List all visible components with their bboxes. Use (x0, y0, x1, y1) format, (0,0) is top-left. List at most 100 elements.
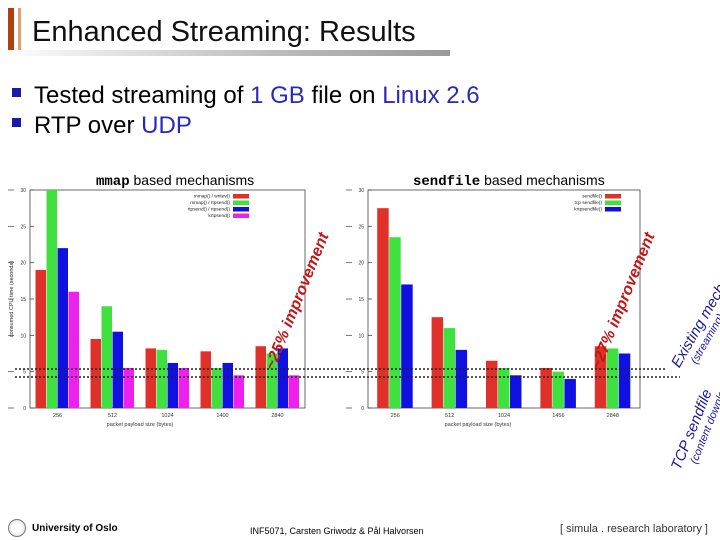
mmap-bar-chart: 0 5 10 15 20 25 30 consumed CPU time (seconds) 2… (8, 188, 306, 428)
chart-title-mono: mmap (96, 174, 130, 190)
chart-title-mono: sendfile (413, 174, 481, 190)
mmap-chart-title: mmap based mechanisms (96, 172, 254, 190)
bar (277, 348, 288, 408)
x-tick-label: 256 (391, 413, 400, 419)
bar (564, 378, 576, 408)
bar (389, 237, 401, 408)
title-accent-bar-thin (18, 8, 21, 52)
x-tick-label: 1400 (216, 413, 228, 419)
bar (443, 328, 456, 408)
bullet-list: Tested streaming of 1 GB file on Linux 2… (12, 82, 480, 142)
bullet-highlight: UDP (141, 112, 192, 139)
bar (35, 269, 46, 408)
footer-university: University of Oslo (32, 523, 118, 534)
sendfile-chart-title: sendfile based mechanisms (413, 172, 605, 190)
y-tick-label: 20 (20, 261, 26, 267)
x-tick-label: 512 (445, 413, 454, 419)
bullet-marker-icon (12, 118, 21, 127)
legend-swatch (233, 194, 249, 199)
y-tick-label: 0 (23, 406, 26, 412)
legend-swatch (233, 207, 249, 212)
slide-title-bar: Enhanced Streaming: Results (0, 0, 720, 60)
y-tick-label: 25 (358, 224, 364, 230)
reference-lines (15, 368, 680, 378)
y-tick-label: 15 (20, 297, 26, 303)
bar (431, 317, 444, 408)
x-tick-label: 512 (108, 413, 117, 419)
bar (233, 375, 244, 408)
x-axis-label: packet payload size (bytes) (107, 422, 174, 428)
bar (90, 338, 101, 408)
existing-mechanism-label: Existing mechanism (streaming) (668, 246, 720, 371)
bar (552, 371, 564, 408)
legend-swatch (233, 213, 249, 218)
y-tick-label: 25 (20, 224, 26, 230)
bar (178, 368, 189, 408)
bar (540, 368, 552, 408)
legend-swatch (233, 200, 249, 205)
y-tick-label: 5 (361, 370, 364, 376)
x-tick-label: 2840 (271, 413, 283, 419)
y-tick-label: 0 (361, 406, 364, 412)
legend-label: krtpsend() (208, 213, 230, 219)
bar (486, 360, 498, 408)
y-tick-label: 5 (23, 370, 26, 376)
bullet-highlight: 1 GB (250, 82, 305, 109)
bar (145, 348, 156, 408)
bar (167, 362, 178, 408)
x-tick-label: 256 (53, 413, 62, 419)
bullet-text: Tested streaming of (34, 82, 251, 109)
legend-label: mmap() / rtpsend() (190, 200, 230, 206)
bar (101, 306, 112, 408)
bar (288, 375, 299, 408)
bar (68, 291, 79, 408)
legend-label: rtpsend() / rtpsend() (188, 207, 231, 213)
x-axis-label: packet payload size (bytes) (445, 422, 512, 428)
chart-title-text: based mechanisms (480, 172, 605, 188)
university-seal-icon (8, 519, 26, 537)
legend-label: tcp sendfile() (575, 200, 603, 206)
legend-label: mmap() / writev() (194, 194, 231, 200)
bar (618, 353, 631, 408)
bar (57, 248, 68, 408)
bar (377, 208, 389, 408)
bar (498, 368, 510, 408)
y-tick-label: 30 (358, 188, 364, 194)
y-tick-label: 10 (20, 333, 26, 339)
title-accent-bar (8, 8, 14, 52)
title-underline (0, 50, 450, 56)
legend-label: krtpsendfile() (574, 207, 602, 213)
bullet-marker-icon (12, 88, 21, 97)
bar (46, 190, 57, 408)
bar (266, 353, 277, 408)
bar (222, 362, 233, 408)
bullet-item: RTP over UDP (12, 112, 480, 142)
bar (401, 284, 413, 408)
legend-swatch (605, 200, 621, 205)
bar (156, 349, 167, 408)
bar (112, 331, 123, 408)
bar (211, 368, 222, 408)
y-tick-label: 15 (358, 297, 364, 303)
footer-course: INF5071, Carsten Griwodz & Pål Halvorsen (250, 526, 424, 536)
legend-swatch (605, 207, 621, 212)
bar (123, 368, 134, 408)
x-tick-label: 1456 (552, 413, 564, 419)
y-axis-label: consumed CPU time (seconds) (9, 261, 15, 337)
bullet-highlight: Linux 2.6 (382, 82, 480, 109)
legend-label: sendfile() (582, 194, 602, 200)
x-tick-label: 1024 (161, 413, 173, 419)
bullet-text: RTP over (34, 112, 142, 139)
y-tick-label: 10 (358, 333, 364, 339)
bar (606, 348, 619, 408)
y-tick-label: 20 (358, 261, 364, 267)
bar (510, 375, 522, 408)
y-tick-label: 30 (20, 188, 26, 194)
bullet-item: Tested streaming of 1 GB file on Linux 2… (12, 82, 480, 112)
chart-title-text: based mechanisms (129, 172, 255, 188)
legend-swatch (605, 194, 621, 199)
bar (455, 349, 468, 408)
bar (200, 351, 211, 408)
footer: University of Oslo INF5071, Carsten Griw… (0, 520, 720, 540)
x-tick-label: 1024 (498, 413, 510, 419)
